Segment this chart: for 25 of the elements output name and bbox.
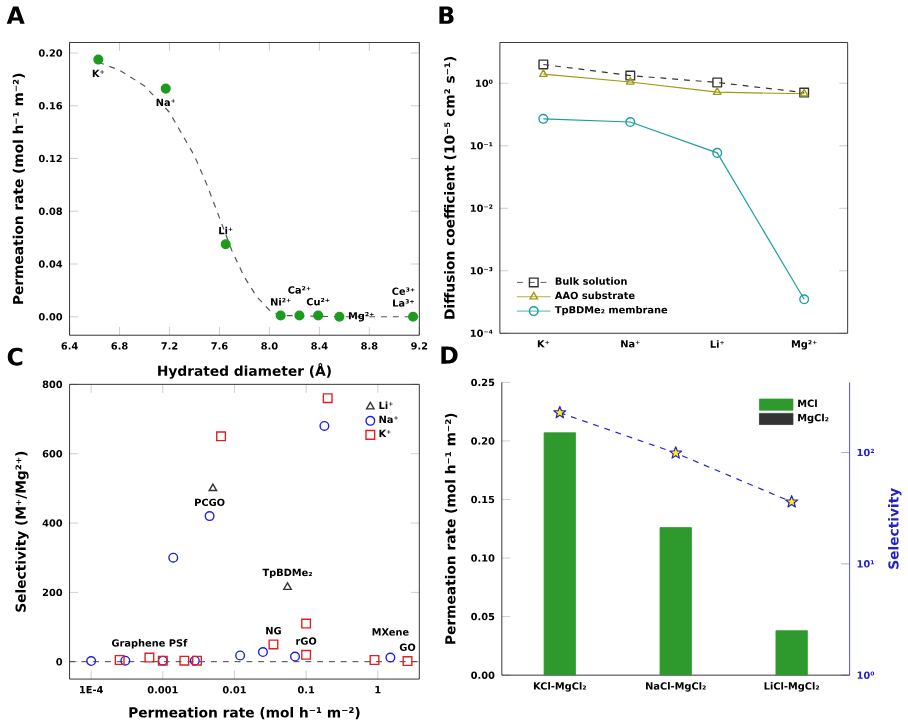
point — [669, 446, 683, 459]
chart-title: B — [439, 6, 454, 24]
point — [625, 117, 636, 128]
point — [220, 239, 231, 250]
point — [712, 77, 723, 88]
point — [313, 310, 324, 321]
point — [93, 54, 104, 65]
point — [334, 311, 345, 322]
point — [275, 310, 286, 321]
point — [160, 83, 171, 94]
chart-title: C — [7, 347, 23, 366]
point — [294, 310, 305, 321]
point — [625, 77, 635, 85]
point — [408, 311, 419, 322]
point — [712, 148, 723, 159]
point — [712, 87, 722, 96]
bar — [659, 527, 692, 676]
point — [553, 405, 567, 419]
chart-title: D — [441, 346, 458, 364]
bar — [543, 432, 576, 676]
point — [785, 495, 799, 508]
point — [625, 70, 636, 81]
point — [538, 59, 549, 70]
chart-title: A — [6, 6, 25, 24]
bar — [775, 630, 808, 676]
